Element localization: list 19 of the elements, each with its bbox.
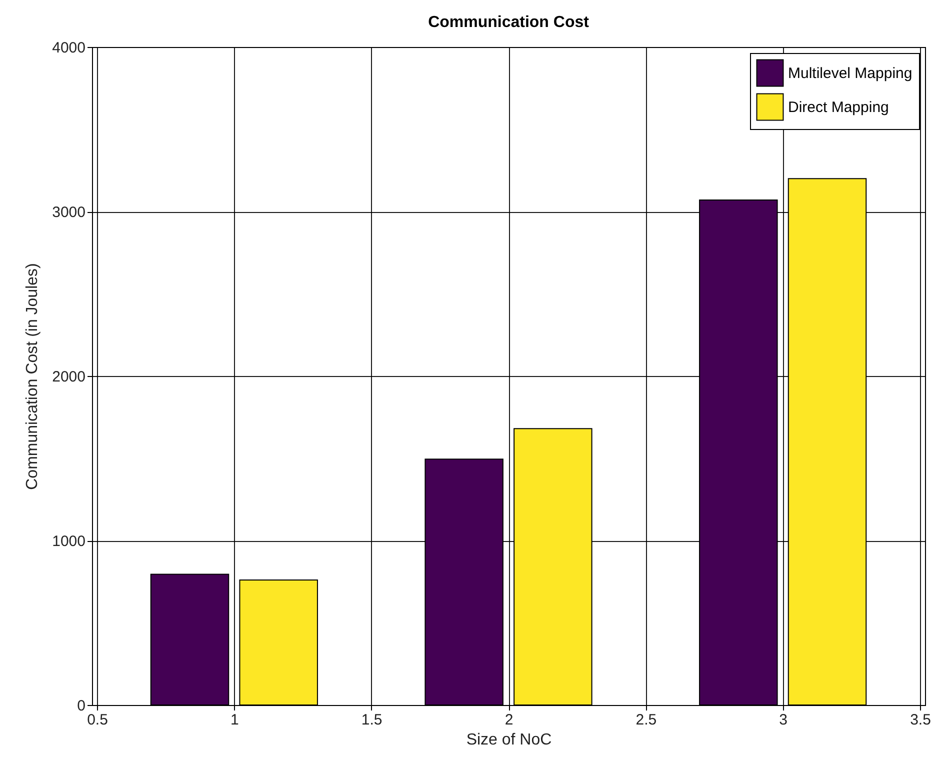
x-tick-label: 2.5 bbox=[636, 712, 657, 728]
legend-label: Direct Mapping bbox=[788, 99, 889, 116]
x-tick-label: 1 bbox=[230, 712, 239, 728]
y-tick-label: 4000 bbox=[52, 40, 86, 56]
y-tick-label: 0 bbox=[77, 698, 86, 714]
x-tick-label: 3 bbox=[779, 712, 788, 728]
y-axis-title: Communication Cost (in Joules) bbox=[24, 263, 42, 490]
x-tick-label: 2 bbox=[504, 712, 514, 728]
x-tick-label: 1.5 bbox=[361, 712, 382, 728]
y-tick-label: 2000 bbox=[52, 368, 86, 386]
x-tick-label: 0.5 bbox=[87, 712, 108, 728]
bar bbox=[150, 574, 230, 706]
y-tick-label: 3000 bbox=[52, 204, 86, 221]
chart-title: Communication Cost bbox=[428, 14, 590, 31]
x-tick-label: 3.5 bbox=[910, 712, 931, 728]
legend-label: Multilevel Mapping bbox=[788, 65, 912, 82]
y-tick-label: 1000 bbox=[52, 533, 86, 550]
bar bbox=[239, 579, 318, 706]
x-axis-title: Size of NoC bbox=[466, 732, 552, 748]
